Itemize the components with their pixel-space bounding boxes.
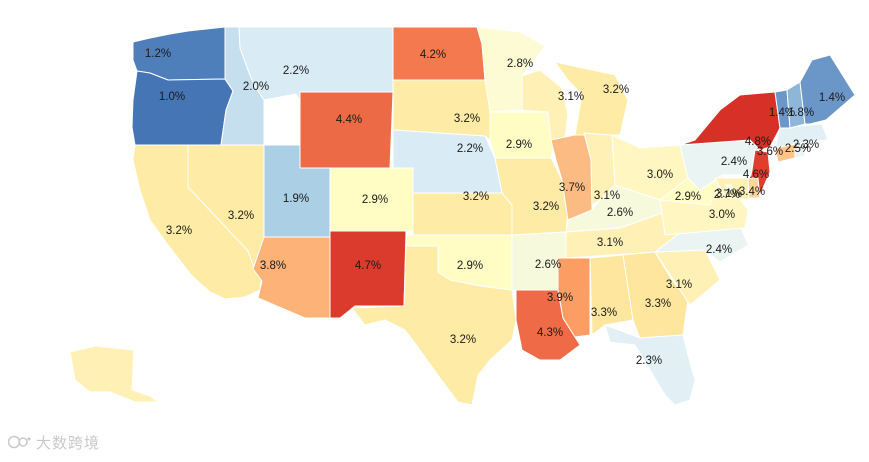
- state-label-ky: 2.6%: [607, 207, 633, 219]
- state-wy[interactable]: [299, 91, 394, 169]
- state-label-wy: 4.4%: [336, 114, 362, 126]
- state-label-mo: 3.2%: [533, 201, 559, 213]
- state-label-fl: 2.3%: [636, 355, 662, 367]
- state-label-nv: 3.2%: [228, 210, 254, 222]
- state-label-ri: 2.5%: [785, 143, 811, 155]
- state-az[interactable]: [252, 236, 331, 319]
- state-label-ia: 2.9%: [506, 139, 532, 151]
- state-label-az: 3.8%: [260, 260, 286, 272]
- state-label-mi: 3.2%: [603, 84, 629, 96]
- state-label-ut: 1.9%: [283, 193, 309, 205]
- state-label-nd: 4.2%: [420, 49, 446, 61]
- state-label-wi: 3.1%: [558, 91, 584, 103]
- state-ia[interactable]: [489, 111, 557, 159]
- state-dc[interactable]: [725, 184, 733, 192]
- state-label-ca: 3.2%: [166, 225, 192, 237]
- watermark-text: 大数跨境: [36, 434, 101, 452]
- state-label-ms: 3.9%: [547, 292, 573, 304]
- state-label-va: 3.0%: [709, 209, 735, 221]
- state-label-vt: 1.4%: [769, 107, 795, 119]
- state-nm[interactable]: [329, 230, 407, 319]
- state-label-de: 3.4%: [739, 186, 765, 198]
- state-shapes: [69, 26, 856, 406]
- state-label-ks: 3.2%: [463, 191, 489, 203]
- state-label-pa: 2.4%: [721, 156, 747, 168]
- state-label-nj: 4.6%: [743, 169, 769, 181]
- state-label-ct: 3.6%: [757, 146, 783, 158]
- state-label-la: 4.3%: [537, 327, 563, 339]
- state-label-wa: 1.2%: [145, 48, 171, 60]
- state-label-or: 1.0%: [159, 91, 185, 103]
- state-label-md: 3.1%: [716, 188, 742, 200]
- state-md[interactable]: [714, 177, 753, 201]
- state-label-nh: 1.8%: [788, 107, 814, 119]
- state-ny[interactable]: [679, 91, 781, 151]
- state-label-me: 1.4%: [819, 92, 845, 104]
- state-me[interactable]: [799, 54, 856, 125]
- state-or[interactable]: [131, 70, 234, 146]
- state-label-oh: 3.0%: [647, 169, 673, 181]
- state-label-tx: 3.2%: [450, 334, 476, 346]
- state-label-ga: 3.3%: [645, 298, 671, 310]
- watermark: 大数跨境: [8, 432, 100, 453]
- state-label-ok: 2.9%: [457, 260, 483, 272]
- state-fl[interactable]: [604, 324, 696, 406]
- state-ma[interactable]: [774, 123, 829, 149]
- state-label-wv: 2.9%: [675, 191, 701, 203]
- state-label-mt: 2.2%: [283, 65, 309, 77]
- state-label-sc: 3.1%: [666, 279, 692, 291]
- state-label-ne: 2.2%: [457, 143, 483, 155]
- state-label-mn: 2.8%: [507, 58, 533, 70]
- state-label-ar: 2.6%: [535, 259, 561, 271]
- state-label-dc: 2.7%: [714, 189, 740, 201]
- state-ak[interactable]: [69, 345, 159, 403]
- state-label-nm: 4.7%: [355, 260, 381, 272]
- state-label-in: 3.1%: [594, 190, 620, 202]
- state-label-sd: 3.2%: [454, 113, 480, 125]
- state-label-al: 3.3%: [591, 307, 617, 319]
- state-al[interactable]: [589, 254, 634, 336]
- state-label-tn: 3.1%: [597, 237, 623, 249]
- state-label-ma: 2.3%: [793, 139, 819, 151]
- state-label-ny: 4.8%: [745, 136, 771, 148]
- state-labels: 1.2% 1.0% 3.2% 3.2% 2.0% 2.2% 4.4% 1.9% 3.8% 2.9%…: [145, 48, 845, 367]
- state-label-nc: 2.4%: [706, 244, 732, 256]
- state-label-co: 2.9%: [362, 194, 388, 206]
- state-label-id: 2.0%: [243, 81, 269, 93]
- state-de[interactable]: [747, 177, 761, 199]
- state-label-il: 3.7%: [559, 182, 585, 194]
- brand-logo-icon: [8, 435, 31, 449]
- state-tx[interactable]: [351, 245, 517, 406]
